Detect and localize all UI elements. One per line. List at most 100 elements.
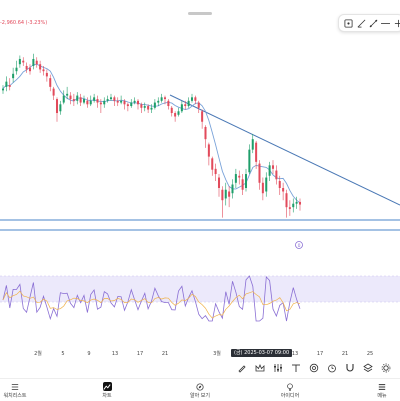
target-icon[interactable] bbox=[308, 362, 320, 374]
layers-icon[interactable] bbox=[362, 362, 374, 374]
tab-chart[interactable]: 차트 bbox=[77, 382, 137, 399]
candle-body bbox=[211, 158, 214, 170]
candle-body bbox=[251, 139, 254, 150]
sliders-icon[interactable] bbox=[272, 362, 284, 374]
candle-body bbox=[140, 104, 143, 108]
x-tick-label: 3월 bbox=[213, 350, 221, 357]
rsi-signal-line bbox=[2, 290, 301, 319]
candle-body bbox=[120, 100, 123, 103]
crown-icon[interactable] bbox=[254, 362, 266, 374]
candle-body bbox=[49, 78, 52, 87]
bottom-tab-bar: 워치리스트 차트 알아 보기 아이디어 메뉴 bbox=[0, 378, 400, 401]
x-tick-label: 13 bbox=[292, 351, 298, 357]
candle-body bbox=[103, 100, 106, 105]
candle-body bbox=[295, 201, 298, 204]
x-tick-label: 5 bbox=[61, 351, 64, 357]
horizontal-line-icon[interactable] bbox=[381, 17, 391, 29]
x-tick-label: 21 bbox=[162, 351, 168, 357]
candle-body bbox=[35, 60, 38, 65]
candle-body bbox=[22, 60, 25, 63]
chart-icon bbox=[102, 382, 112, 391]
candle-body bbox=[157, 100, 160, 103]
candle-body bbox=[255, 142, 258, 162]
candle-body bbox=[79, 97, 82, 103]
candle-body bbox=[93, 97, 96, 101]
candle-body bbox=[15, 67, 18, 72]
candle-body bbox=[194, 97, 197, 101]
candle-body bbox=[89, 100, 92, 105]
candle-body bbox=[5, 81, 8, 87]
tab-explore[interactable]: 알아 보기 bbox=[170, 382, 230, 399]
candle-body bbox=[288, 207, 291, 209]
text-icon[interactable] bbox=[290, 362, 302, 374]
candle-body bbox=[201, 111, 204, 122]
rsi-band bbox=[0, 276, 400, 302]
cursor-icon[interactable] bbox=[344, 17, 353, 29]
candle-body bbox=[282, 188, 285, 192]
candle-body bbox=[204, 126, 207, 140]
drag-handle[interactable] bbox=[188, 12, 212, 15]
candle-body bbox=[82, 99, 86, 103]
candle-body bbox=[39, 64, 42, 70]
magnet-icon[interactable] bbox=[344, 362, 356, 374]
tab-ideas-label: 아이디어 bbox=[280, 393, 300, 399]
candle-body bbox=[96, 99, 99, 103]
candle-body bbox=[258, 163, 261, 183]
candle-body bbox=[55, 99, 59, 114]
candle-body bbox=[231, 184, 234, 194]
candle-body bbox=[207, 144, 210, 157]
ray-icon[interactable] bbox=[369, 17, 378, 29]
tab-explore-label: 알아 보기 bbox=[190, 393, 210, 399]
candle-body bbox=[228, 191, 231, 197]
alarm-icon[interactable] bbox=[326, 362, 338, 374]
candle-body bbox=[163, 97, 167, 100]
lightbulb-icon bbox=[286, 382, 295, 391]
x-tick-label: 21 bbox=[342, 351, 348, 357]
list-icon bbox=[11, 382, 20, 391]
candle-body bbox=[143, 106, 146, 108]
candle-body bbox=[298, 201, 302, 205]
candle-body bbox=[268, 165, 271, 176]
candle-body bbox=[153, 102, 156, 108]
candle-body bbox=[133, 100, 136, 103]
tab-watchlist[interactable]: 워치리스트 bbox=[0, 382, 45, 399]
candle-body bbox=[217, 177, 221, 188]
trendline-icon[interactable] bbox=[356, 17, 365, 29]
tab-chart-label: 차트 bbox=[102, 393, 112, 399]
brush-icon[interactable] bbox=[236, 362, 248, 374]
candle-body bbox=[170, 107, 173, 114]
candle-body bbox=[177, 111, 180, 115]
candle-body bbox=[214, 168, 217, 175]
tab-ideas[interactable]: 아이디어 bbox=[260, 382, 320, 399]
candle-body bbox=[18, 58, 21, 65]
candle-body bbox=[197, 102, 200, 108]
tab-menu[interactable]: 메뉴 bbox=[352, 382, 400, 399]
candle-body bbox=[126, 104, 129, 107]
compass-icon bbox=[196, 382, 205, 391]
candle-body bbox=[167, 100, 170, 107]
candle-body bbox=[25, 65, 28, 70]
candle-body bbox=[224, 189, 227, 199]
candle-body bbox=[275, 170, 278, 180]
drawing-toolbar-compact bbox=[338, 14, 400, 32]
candle-body bbox=[150, 107, 153, 110]
candle-body bbox=[113, 97, 116, 101]
plus-icon[interactable] bbox=[394, 17, 400, 29]
candle-body bbox=[8, 85, 11, 87]
candle-body bbox=[190, 97, 194, 101]
candle-body bbox=[184, 104, 187, 107]
drawing-tools-bar bbox=[236, 362, 392, 374]
candle-body bbox=[234, 174, 237, 183]
candle-body bbox=[62, 95, 65, 103]
rsi-pane bbox=[0, 275, 400, 322]
candle-body bbox=[292, 203, 295, 208]
descending-trendline bbox=[169, 94, 400, 206]
x-axis: 2월 5 9 13 17 21 3월 13 17 21 25 bbox=[34, 350, 373, 357]
candle-body bbox=[238, 175, 241, 178]
event-marker-label: 0 bbox=[298, 243, 301, 249]
settings-icon[interactable] bbox=[380, 362, 392, 374]
candle-body bbox=[32, 58, 35, 66]
candle-body bbox=[69, 95, 72, 100]
